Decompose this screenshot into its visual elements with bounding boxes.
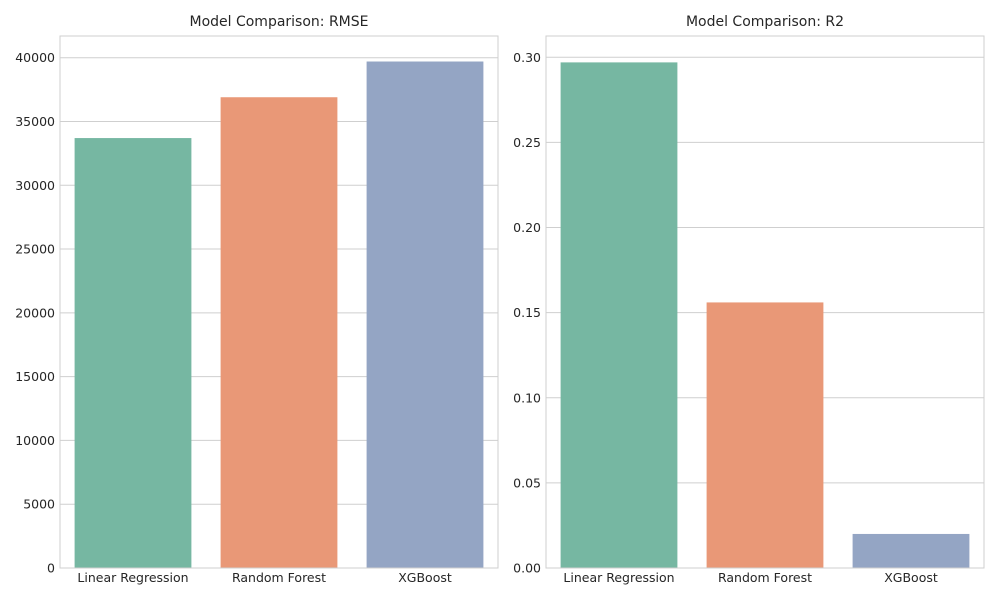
- r2-y-tick-label: 0.25: [513, 135, 541, 150]
- r2-y-tick-label: 0.15: [513, 305, 541, 320]
- rmse-axes-frame: [59, 35, 499, 569]
- r2-chart-panel: 0.00 0.05 0.10 0.15 0.20 0.25 0.30 Linear Regre…: [513, 14, 985, 585]
- r2-y-tick-label: 0.30: [513, 50, 541, 65]
- rmse-bar-random-forest: [220, 97, 338, 568]
- rmse-y-tick-label: 30000: [15, 178, 55, 193]
- r2-chart-title: Model Comparison: R2: [686, 14, 844, 30]
- r2-axes-frame: [545, 35, 985, 569]
- r2-bar-random-forest: [706, 302, 824, 568]
- rmse-bar-xgboost: [366, 61, 484, 568]
- r2-y-tick-label: 0.00: [513, 561, 541, 576]
- rmse-bar-linear-regression: [74, 138, 192, 568]
- rmse-y-tick-label: 40000: [15, 50, 55, 65]
- rmse-y-tick-label: 10000: [15, 433, 55, 448]
- rmse-y-tick-label: 35000: [15, 114, 55, 129]
- rmse-y-tick-label: 20000: [15, 305, 55, 320]
- r2-y-tick-label: 0.05: [513, 475, 541, 490]
- rmse-x-tick-label: Linear Regression: [77, 570, 188, 585]
- rmse-y-tick-label: 0: [47, 561, 55, 576]
- r2-y-tick-label: 0.10: [513, 390, 541, 405]
- rmse-y-tick-label: 5000: [23, 497, 55, 512]
- r2-bar-xgboost: [852, 533, 970, 568]
- r2-x-tick-label: Linear Regression: [563, 570, 674, 585]
- rmse-x-tick-label: Random Forest: [232, 570, 326, 585]
- rmse-chart-title: Model Comparison: RMSE: [189, 14, 368, 30]
- r2-x-tick-label: Random Forest: [718, 570, 812, 585]
- r2-x-tick-label: XGBoost: [884, 570, 938, 585]
- r2-bar-linear-regression: [560, 62, 678, 568]
- r2-y-tick-label: 0.20: [513, 220, 541, 235]
- rmse-y-tick-label: 15000: [15, 369, 55, 384]
- rmse-chart-panel: 0 5000 10000 15000 20000 25000 30000 35000 40000…: [15, 14, 499, 585]
- rmse-y-tick-label: 25000: [15, 242, 55, 257]
- rmse-x-tick-label: XGBoost: [398, 570, 452, 585]
